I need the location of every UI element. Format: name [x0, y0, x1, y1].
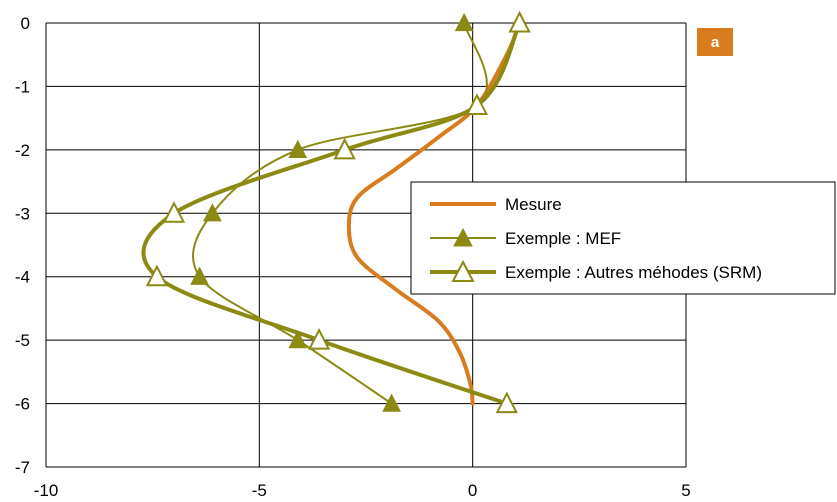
- y-tick-label: 0: [21, 14, 30, 33]
- marker-filled-triangle: [454, 12, 474, 32]
- marker-filled-triangle: [203, 203, 222, 222]
- y-tick-label: -1: [15, 77, 30, 96]
- legend-label-mef: Exemple : MEF: [505, 229, 621, 248]
- marker-filled-triangle: [382, 393, 401, 412]
- y-tick-label: -5: [15, 331, 30, 350]
- marker-filled-triangle: [190, 266, 209, 285]
- marker-open-triangle: [465, 93, 489, 115]
- y-tick-label: -6: [15, 395, 30, 414]
- tick-labels: 0 -1 -2 -3 -4 -5 -6 -7-10 -5 0 5: [15, 14, 691, 500]
- legend-marker-mef: [453, 227, 473, 247]
- y-tick-label: -4: [15, 268, 30, 287]
- panel-badge: a: [697, 28, 733, 56]
- x-tick-label: 0: [468, 481, 477, 500]
- legend-marker-srm: [451, 259, 475, 282]
- panel-badge-label: a: [711, 34, 720, 51]
- marker-filled-triangle: [288, 139, 308, 159]
- x-tick-label: 5: [681, 481, 690, 500]
- legend-label-mesure: Mesure: [505, 195, 562, 214]
- marker-filled-triangle: [288, 330, 308, 349]
- y-tick-label: -3: [15, 204, 30, 223]
- marker-open-triangle: [162, 201, 186, 223]
- marker-open-triangle: [508, 10, 531, 33]
- legend-label-srm: Exemple : Autres méhodes (SRM): [505, 263, 762, 282]
- x-tick-label: -10: [34, 481, 59, 500]
- panel-badge-box: [697, 28, 733, 56]
- marker-open-triangle: [495, 391, 518, 414]
- marker-open-triangle: [145, 264, 169, 287]
- series-srm: [141, 10, 531, 414]
- marker-open-triangle: [333, 137, 356, 160]
- legend: Mesure Exemple : MEF Exemple : Autres mé…: [410, 181, 836, 295]
- x-tick-label: -5: [252, 481, 267, 500]
- y-tick-label: -7: [15, 458, 30, 477]
- series-layer: [141, 10, 531, 414]
- y-tick-label: -2: [15, 141, 30, 160]
- marker-open-triangle: [307, 327, 331, 350]
